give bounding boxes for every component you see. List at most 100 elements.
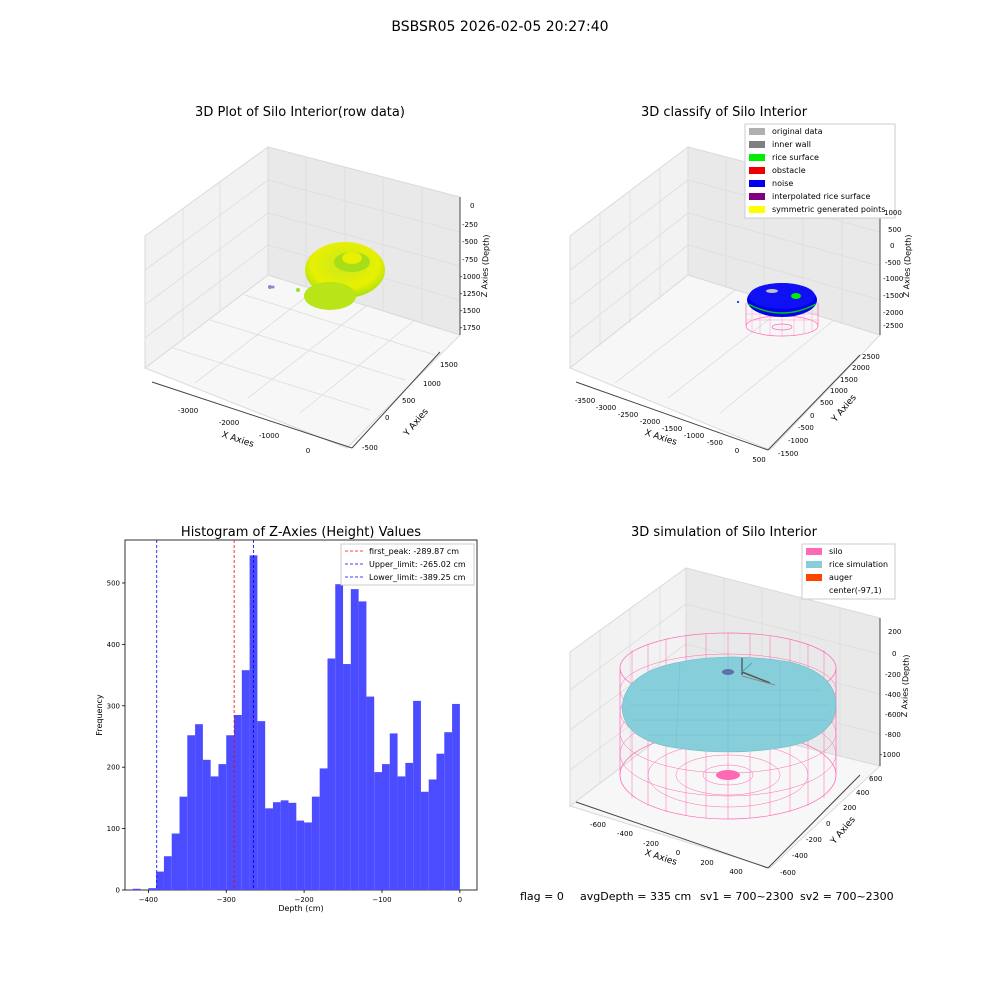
raw-z-tick: -750 <box>462 256 478 264</box>
raw-z-ticks: 0 -250 -500 -750 -1000 -1250 -1500 -1750 <box>460 202 480 332</box>
classify-y-tick: 0 <box>810 412 814 420</box>
sim-z-tick: -400 <box>885 691 901 699</box>
legend-label-inner-wall: inner wall <box>772 140 811 149</box>
legend-label-center: center(-97,1) <box>829 586 882 595</box>
hist-bar <box>358 601 367 890</box>
hist-bar <box>257 721 266 890</box>
hist-x-ticks: −400 −300 −200 −100 0 <box>139 890 462 904</box>
raw-z-tick: -1750 <box>460 324 480 332</box>
panel-histogram: Histogram of Z-Axies (Height) Values −40… <box>95 525 478 913</box>
hist-bar <box>202 759 211 890</box>
classify-y-ticks: -1500 -1000 -500 0 500 1000 1500 2000 25… <box>778 353 880 458</box>
sim-y-tick: -400 <box>792 852 808 860</box>
classify-z-tick: -1000 <box>883 275 903 283</box>
legend-label-rice-surface: rice surface <box>772 153 819 162</box>
hist-bar <box>163 856 172 890</box>
raw-x-label: X Axies <box>220 430 255 450</box>
hist-bar <box>405 762 414 890</box>
classify-z-tick: -500 <box>885 259 901 267</box>
sim-z-tick: -200 <box>885 671 901 679</box>
hist-bar <box>397 776 406 890</box>
hist-bar <box>132 888 141 890</box>
hist-bar <box>311 796 320 890</box>
classify-x-tick: -2500 <box>618 411 638 419</box>
classify-x-tick: -1000 <box>684 432 704 440</box>
classify-y-tick: 2500 <box>862 353 880 361</box>
hist-x-tick-label: −200 <box>294 896 313 904</box>
classify-x-ticks: -3500 -3000 -2500 -2000 -1500 -1000 -500… <box>575 397 766 464</box>
raw-z-tick: 0 <box>470 202 474 210</box>
status-avg-depth: avgDepth = 335 cm <box>580 890 691 903</box>
sim-x-ticks: -600 -400 -200 0 200 400 <box>590 821 743 876</box>
hist-bar <box>389 733 398 890</box>
raw-z-tick: -500 <box>462 238 478 246</box>
panel-classify-3d: 3D classify of Silo Interior <box>569 105 913 464</box>
hist-bar <box>381 764 390 890</box>
status-flag: flag = 0 <box>520 890 564 903</box>
hist-y-tick-label: 0 <box>116 887 120 895</box>
legend-swatch-interpolated <box>749 193 765 200</box>
hist-bar <box>335 584 344 890</box>
raw-y-ticks: -500 0 500 1000 1500 <box>362 361 458 452</box>
sim-z-label: Z Axies (Depth) <box>900 654 911 717</box>
hist-y-tick-label: 500 <box>107 579 120 587</box>
legend-label-interpolated: interpolated rice surface <box>772 192 870 201</box>
raw-y-label: Y Axies <box>402 407 431 439</box>
sim-z-tick: -600 <box>885 711 901 719</box>
hist-bar <box>195 724 203 890</box>
hist-bar <box>428 779 437 890</box>
hist-x-tick-label: −100 <box>372 896 391 904</box>
classify-z-label: Z Axies (Depth) <box>902 234 913 297</box>
hist-bar <box>452 703 460 890</box>
raw-y-tick: 1000 <box>423 380 441 388</box>
raw-x-tick: -2000 <box>219 419 239 427</box>
raw-y-tick: 500 <box>402 397 415 405</box>
hist-bar <box>234 715 242 890</box>
hist-x-tick-label: 0 <box>458 896 462 904</box>
legend-label-rice-simulation: rice simulation <box>829 560 888 569</box>
hist-title: Histogram of Z-Axies (Height) Values <box>181 525 421 540</box>
classify-z-tick: 1000 <box>884 209 902 217</box>
sim-z-tick: -800 <box>885 731 901 739</box>
sim-y-label: Y Axies <box>829 815 858 847</box>
hist-x-tick-label: −300 <box>217 896 236 904</box>
raw-z-tick: -1500 <box>460 307 480 315</box>
classify-x-tick: -1500 <box>662 425 682 433</box>
classify-x-tick: 500 <box>752 456 765 464</box>
panel-raw-3d: 3D Plot of Silo Interior(row data) <box>143 105 491 455</box>
classify-point-cloud <box>737 283 819 337</box>
sim-x-tick: 0 <box>676 849 680 857</box>
raw-x-ticks: -3000 -2000 -1000 0 <box>178 407 310 455</box>
sim-z-tick: 200 <box>888 628 901 636</box>
legend-label-first-peak: first_peak: -289.87 cm <box>369 547 459 556</box>
hist-x-label: Depth (cm) <box>278 904 323 913</box>
hist-bar <box>171 833 180 890</box>
classify-z-tick: -2500 <box>883 322 903 330</box>
hist-bar <box>319 768 328 890</box>
hist-bar <box>366 696 375 890</box>
hist-vlines <box>156 540 254 890</box>
legend-swatch-original-data <box>749 128 765 135</box>
sim-y-tick: 600 <box>869 775 882 783</box>
hist-bar <box>265 808 273 890</box>
hist-bar <box>350 589 359 890</box>
panel-classify-title: 3D classify of Silo Interior <box>641 105 808 120</box>
classify-z-tick: -2000 <box>883 309 903 317</box>
legend-label-original-data: original data <box>772 127 823 136</box>
legend-swatch-auger <box>806 574 822 581</box>
raw-z-tick: -250 <box>462 221 478 229</box>
figure-title: BSBSR05 2026-02-05 20:27:40 <box>391 19 608 35</box>
hist-bar <box>288 802 297 890</box>
classify-z-tick: -1500 <box>883 292 903 300</box>
hist-bar <box>241 670 250 890</box>
classify-y-label: Y Axies <box>830 393 859 425</box>
hist-bar <box>327 658 336 890</box>
hist-bar <box>226 735 235 890</box>
classify-x-tick: -3000 <box>596 404 616 412</box>
hist-y-tick-label: 400 <box>107 641 120 649</box>
hist-bar <box>304 822 312 890</box>
sim-y-tick: -200 <box>806 836 822 844</box>
legend-swatch-silo <box>806 548 822 555</box>
sim-y-tick: 0 <box>826 820 830 828</box>
hist-bar <box>280 800 289 890</box>
